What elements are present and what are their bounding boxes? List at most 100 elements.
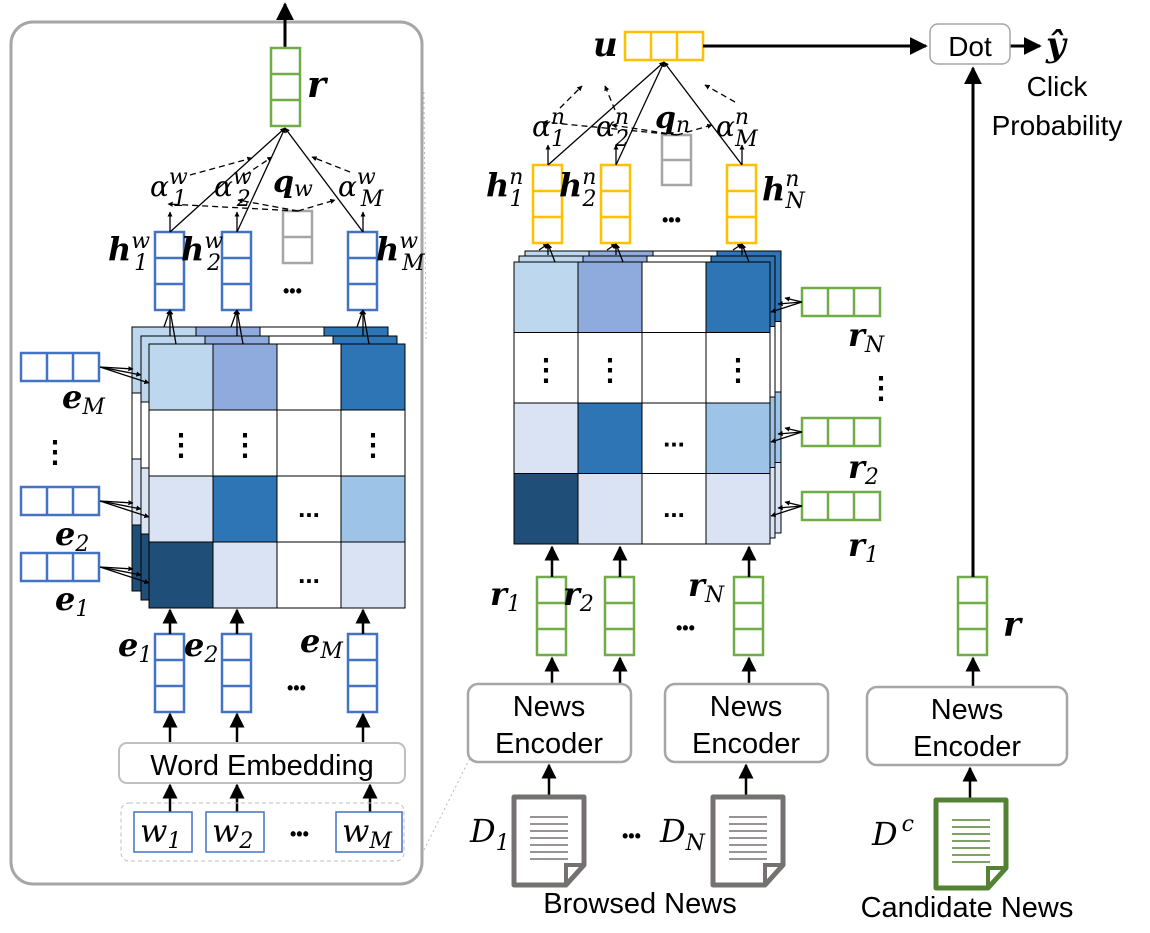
alpha-M-n-label: αn M bbox=[716, 105, 758, 152]
r-2-side-label: r2 bbox=[848, 448, 879, 490]
arrow bbox=[538, 243, 549, 251]
dot-label: Dot bbox=[948, 31, 992, 62]
news-vector-r-N-box bbox=[732, 575, 765, 657]
attention-cell bbox=[148, 475, 214, 543]
h-N-n-label: hn N bbox=[762, 167, 805, 214]
vertical-ellipsis-icon: ⋮ bbox=[40, 436, 70, 469]
attention-cell bbox=[212, 343, 278, 411]
arrow bbox=[99, 366, 134, 372]
hidden-vector-h-1-box bbox=[153, 230, 186, 312]
news-vector-label: r bbox=[307, 64, 329, 106]
attention-cell bbox=[577, 402, 643, 474]
document-shape bbox=[933, 797, 1009, 891]
news-vector-r-1 bbox=[535, 575, 568, 657]
side-news-vector-r-1 bbox=[800, 490, 882, 522]
news-hidden-vector-h-N-box bbox=[725, 163, 758, 245]
attention-cell bbox=[212, 475, 278, 543]
arrow bbox=[356, 309, 364, 328]
browsed-news-document-N-icon bbox=[710, 794, 786, 888]
news-hidden-vector-h-N bbox=[725, 163, 758, 245]
h-1-n-label: hn 1 bbox=[486, 165, 523, 212]
word-M-box bbox=[335, 811, 403, 853]
e-M-label: eM bbox=[300, 622, 343, 664]
side-word-vector-e-M bbox=[19, 351, 101, 383]
h-2-n-label: hn 2 bbox=[559, 165, 596, 212]
candidate-news-vector bbox=[956, 575, 989, 657]
arrow bbox=[99, 500, 134, 506]
vertical-ellipsis-icon: ⋮ bbox=[723, 354, 753, 387]
word-embedding-label: Word Embedding bbox=[150, 750, 374, 782]
news-encoder-box-N bbox=[663, 682, 830, 764]
user-vector-u-box bbox=[623, 30, 705, 62]
attention-cell bbox=[513, 473, 579, 545]
query-vector-n bbox=[660, 133, 693, 187]
side-word-vector-e-2-box bbox=[19, 485, 101, 517]
arrow bbox=[99, 366, 150, 385]
word-2-label: w2 bbox=[212, 812, 253, 854]
r-1-side-label: r1 bbox=[848, 526, 879, 568]
ellipsis-icon: ••• bbox=[662, 210, 681, 230]
browsed-news-document-1-icon bbox=[511, 794, 587, 888]
news-vector-r-1-box bbox=[535, 575, 568, 657]
weight-dash-arrow bbox=[704, 84, 736, 103]
word-1-box bbox=[133, 811, 193, 853]
arrow bbox=[777, 431, 803, 437]
arrow bbox=[168, 309, 177, 345]
word-embedding-vector-e-M-box bbox=[346, 632, 379, 714]
attention-arrow bbox=[236, 127, 286, 233]
attention-cell bbox=[513, 332, 579, 404]
attention-arrow bbox=[284, 127, 364, 233]
arrow bbox=[99, 566, 142, 577]
D-N-label: DN bbox=[659, 812, 706, 856]
news-encoder-label: News bbox=[931, 694, 1004, 726]
h-M-w-label: hw M bbox=[376, 229, 425, 276]
weight-dash-arrow bbox=[559, 85, 583, 109]
hidden-vector-h-2 bbox=[220, 230, 253, 312]
user-vector-label: u bbox=[593, 25, 618, 65]
arrow bbox=[99, 366, 142, 377]
news-encoder-box-candidate bbox=[865, 685, 1069, 767]
alpha-2-w-label: αw 2 bbox=[214, 165, 252, 212]
query-dash-arrow bbox=[297, 198, 336, 212]
horizontal-ellipsis-icon: ... bbox=[663, 493, 685, 523]
alpha-1-n-label: αn 1 bbox=[532, 105, 565, 152]
vertical-ellipsis-icon: ⋮ bbox=[166, 429, 196, 462]
weight-dash-arrow bbox=[311, 156, 351, 173]
attention-arrow bbox=[663, 61, 743, 166]
zoom-guide-line bbox=[423, 757, 471, 851]
alpha-1-w-label: αw 1 bbox=[150, 165, 188, 212]
D-1-label: D1 bbox=[469, 812, 510, 856]
document-fold bbox=[763, 863, 783, 885]
hidden-vector-h-M bbox=[346, 230, 379, 312]
document-fold bbox=[986, 866, 1006, 888]
attention-cell bbox=[212, 541, 278, 609]
alpha-M-w-label: αw M bbox=[338, 165, 384, 212]
e-2-side-label: e2 bbox=[55, 515, 89, 557]
probability-label: Probability bbox=[992, 110, 1123, 141]
news-encoder-label: Encoder bbox=[495, 728, 603, 760]
h-1-w-label: hw 1 bbox=[108, 229, 150, 276]
word-2-box bbox=[205, 811, 265, 853]
news-hidden-vector-h-1 bbox=[531, 163, 564, 245]
ellipsis-icon: ••• bbox=[287, 678, 306, 698]
weight-dash-arrow bbox=[244, 156, 273, 176]
candidate-vector-label: r bbox=[1003, 605, 1023, 645]
attention-cell bbox=[340, 409, 406, 477]
ellipsis-icon: ••• bbox=[290, 824, 309, 844]
alpha-2-n-label: αn 2 bbox=[596, 105, 629, 152]
attention-arrow bbox=[169, 127, 286, 233]
attention-cell bbox=[641, 473, 707, 545]
word-embedding-box bbox=[118, 742, 406, 784]
side-news-vector-r-N bbox=[800, 286, 882, 318]
attention-cell bbox=[276, 409, 342, 477]
news-self-attention-matrix-layer bbox=[513, 261, 771, 545]
attention-cell bbox=[641, 332, 707, 404]
arrow bbox=[606, 243, 617, 251]
vertical-ellipsis-icon: ⋮ bbox=[595, 354, 625, 387]
arrow bbox=[547, 243, 556, 263]
attention-cell bbox=[276, 343, 342, 411]
e-1-label: e1 bbox=[118, 626, 152, 668]
attention-cell bbox=[148, 541, 214, 609]
news-hidden-vector-h-2 bbox=[599, 163, 632, 245]
